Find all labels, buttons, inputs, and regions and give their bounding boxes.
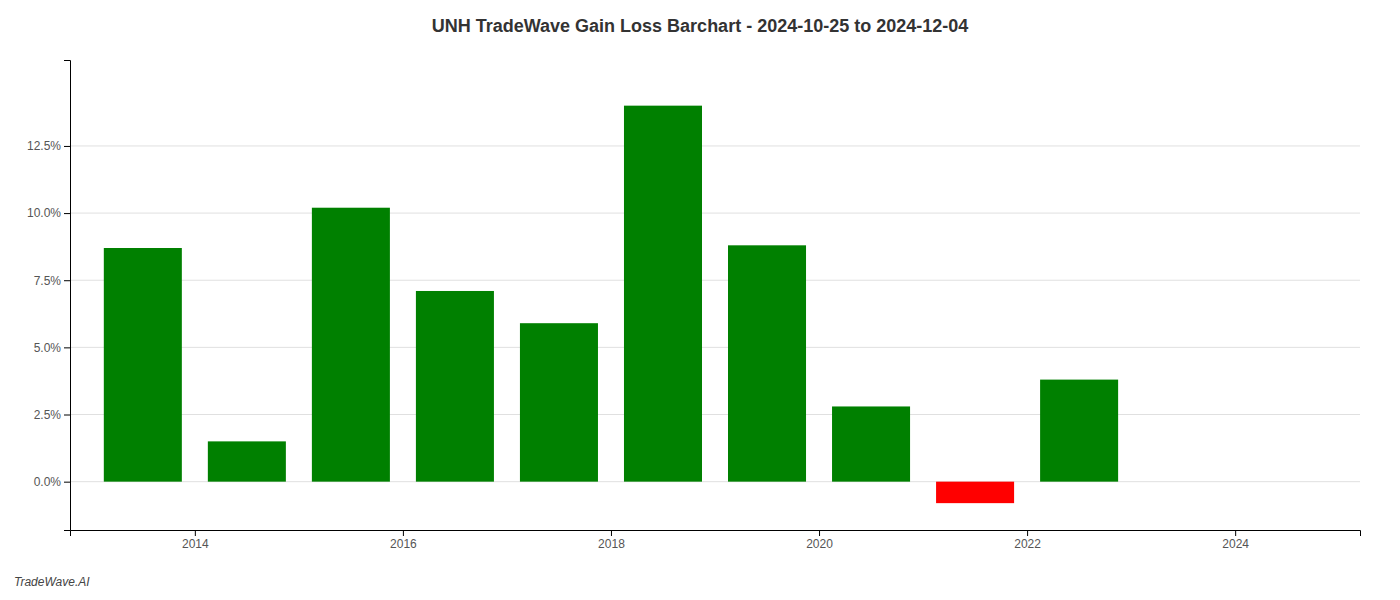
bar bbox=[416, 291, 494, 482]
tick-mark bbox=[64, 482, 70, 483]
bar bbox=[104, 248, 182, 482]
bar bbox=[936, 482, 1014, 503]
tick-label: 5.0% bbox=[34, 341, 62, 355]
tick-label: 2016 bbox=[390, 537, 417, 551]
grid-line bbox=[70, 347, 1360, 348]
tick-label: 0.0% bbox=[34, 475, 62, 489]
y-tick: 0.0% bbox=[34, 475, 70, 489]
bar bbox=[1040, 380, 1118, 482]
axis-line bbox=[71, 531, 1361, 537]
x-tick: 2020 bbox=[806, 530, 833, 551]
bar bbox=[312, 208, 390, 482]
tick-mark bbox=[64, 347, 70, 348]
y-tick: 5.0% bbox=[34, 341, 70, 355]
bar bbox=[520, 323, 598, 481]
bar bbox=[208, 441, 286, 481]
x-axis: 2014 2016 2018 2020 2022 2024 bbox=[71, 530, 1361, 551]
bar bbox=[1144, 481, 1222, 482]
grid-line bbox=[70, 145, 1360, 146]
tick-label: 2.5% bbox=[34, 408, 62, 422]
bar bbox=[624, 106, 702, 482]
chart-container: 0.0%2.5%5.0%7.5%10.0%12.5%20142016201820… bbox=[0, 0, 1400, 600]
tick-label: 2020 bbox=[806, 537, 833, 551]
grid-line bbox=[70, 280, 1360, 281]
tick-mark bbox=[64, 213, 70, 214]
tick-mark bbox=[1027, 530, 1028, 536]
tick-label: 2014 bbox=[182, 537, 209, 551]
annotation: TradeWave.AI bbox=[14, 575, 90, 589]
grid-line bbox=[70, 213, 1360, 214]
tick-mark bbox=[403, 530, 404, 536]
y-axis: 0.0% 2.5% 5.0% 7.5% 10.0% 12.5% bbox=[27, 61, 71, 531]
tick-mark bbox=[195, 530, 196, 536]
x-tick: 2024 bbox=[1222, 530, 1249, 551]
y-tick: 2.5% bbox=[34, 408, 70, 422]
tick-label: 12.5% bbox=[27, 139, 61, 153]
tick-mark bbox=[611, 530, 612, 536]
title: UNH TradeWave Gain Loss Barchart - 2024-… bbox=[432, 16, 969, 36]
bar bbox=[728, 245, 806, 481]
tick-label: 2018 bbox=[598, 537, 625, 551]
tick-mark bbox=[64, 146, 70, 147]
chart-svg: 0.0%2.5%5.0%7.5%10.0%12.5%20142016201820… bbox=[0, 0, 1400, 600]
x-tick: 2018 bbox=[598, 530, 625, 551]
tick-label: 10.0% bbox=[27, 206, 61, 220]
grid-line bbox=[70, 414, 1360, 415]
bar bbox=[832, 406, 910, 481]
plot: 0.0%2.5%5.0%7.5%10.0%12.5%20142016201820… bbox=[27, 61, 1361, 551]
tick-label: 7.5% bbox=[34, 274, 62, 288]
y-tick: 7.5% bbox=[34, 274, 70, 288]
x-tick: 2022 bbox=[1014, 530, 1041, 551]
y-tick: 10.0% bbox=[27, 206, 70, 220]
grid bbox=[70, 146, 1360, 482]
bars bbox=[104, 106, 1118, 503]
y-tick: 12.5% bbox=[27, 139, 70, 153]
tick-mark bbox=[64, 280, 70, 281]
axis-line bbox=[64, 61, 71, 531]
tick-mark bbox=[819, 530, 820, 536]
tick-mark bbox=[1235, 530, 1236, 536]
x-tick: 2016 bbox=[390, 530, 417, 551]
tick-label: 2024 bbox=[1222, 537, 1249, 551]
tick-mark bbox=[64, 415, 70, 416]
tick-label: 2022 bbox=[1014, 537, 1041, 551]
x-tick: 2014 bbox=[182, 530, 209, 551]
